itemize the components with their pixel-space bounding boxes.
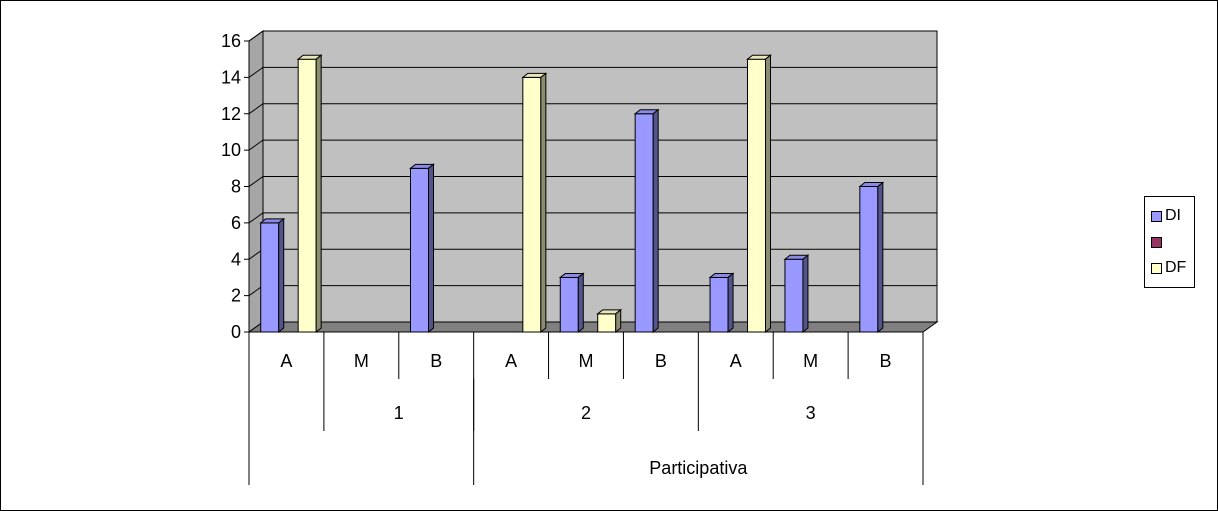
bar <box>633 108 660 334</box>
gridline <box>248 30 937 42</box>
bar-side <box>278 217 285 334</box>
y-tick-label: 10 <box>221 140 241 160</box>
bar-front <box>784 258 804 333</box>
floor <box>247 321 939 333</box>
legend: DI DF <box>1144 196 1195 288</box>
x-group-label: 3 <box>806 403 816 423</box>
x-category-label: A <box>730 351 742 371</box>
bar-front <box>747 58 766 333</box>
x-category-label: M <box>803 351 818 371</box>
bar-front <box>559 276 579 333</box>
x-category-label: B <box>655 351 667 371</box>
bar-front <box>522 76 542 333</box>
legend-label: DI <box>1165 207 1181 224</box>
x-category-label: M <box>354 351 369 371</box>
y-tick-label: 0 <box>231 322 241 342</box>
x-group-label: 2 <box>581 403 591 423</box>
bar-front <box>709 276 729 333</box>
bar-side <box>802 254 809 334</box>
bar-side <box>727 272 734 334</box>
legend-swatch <box>1151 237 1162 248</box>
gridline <box>248 66 937 78</box>
x-supergroup-label: Participativa <box>649 458 748 478</box>
gridline <box>248 103 937 115</box>
y-tick-label: 4 <box>231 249 241 269</box>
bar-front <box>597 313 617 333</box>
bar-side <box>652 108 659 334</box>
legend-swatch <box>1151 211 1162 222</box>
y-axis: 0 2 4 6 8 10 12 14 16 <box>221 31 250 342</box>
bar <box>259 217 286 334</box>
bar <box>596 308 623 334</box>
bar-side <box>577 272 584 334</box>
y-tick-label: 2 <box>231 286 241 306</box>
x-axis: A M B A M B A M B 1 2 3 Participativa <box>248 331 924 485</box>
bar-front <box>634 113 654 333</box>
bar-side <box>765 54 771 334</box>
gridline <box>248 212 937 224</box>
bar-side <box>428 163 434 334</box>
bar <box>858 181 885 334</box>
bar-front <box>297 58 317 333</box>
x-category-label: M <box>579 351 594 371</box>
y-tick-label: 16 <box>221 31 241 51</box>
legend-swatch <box>1151 263 1162 274</box>
bar <box>783 254 810 334</box>
gridline <box>248 139 937 151</box>
bar <box>409 163 435 334</box>
x-group-label: 1 <box>394 403 404 423</box>
gridline <box>248 176 937 187</box>
y-tick-label: 12 <box>221 104 241 124</box>
bar <box>521 72 548 334</box>
y-tick-label: 14 <box>221 67 241 87</box>
y-tick-label: 8 <box>231 177 241 197</box>
x-category-label: B <box>430 351 442 371</box>
bar-side <box>877 181 884 334</box>
bar-front <box>410 167 429 333</box>
bar-side <box>615 308 622 334</box>
bar <box>708 272 735 334</box>
bar <box>746 54 772 334</box>
bar <box>296 54 323 334</box>
y-tick-label: 6 <box>231 213 241 233</box>
bar-side <box>540 72 547 334</box>
x-category-label: A <box>280 351 292 371</box>
bar-front <box>260 222 280 333</box>
x-category-label: B <box>880 351 892 371</box>
bar-front <box>859 186 879 333</box>
legend-label: DF <box>1165 259 1187 276</box>
bar-side <box>315 54 322 334</box>
plot-walls <box>247 30 939 333</box>
bar <box>558 272 585 334</box>
x-category-label: A <box>505 351 517 371</box>
